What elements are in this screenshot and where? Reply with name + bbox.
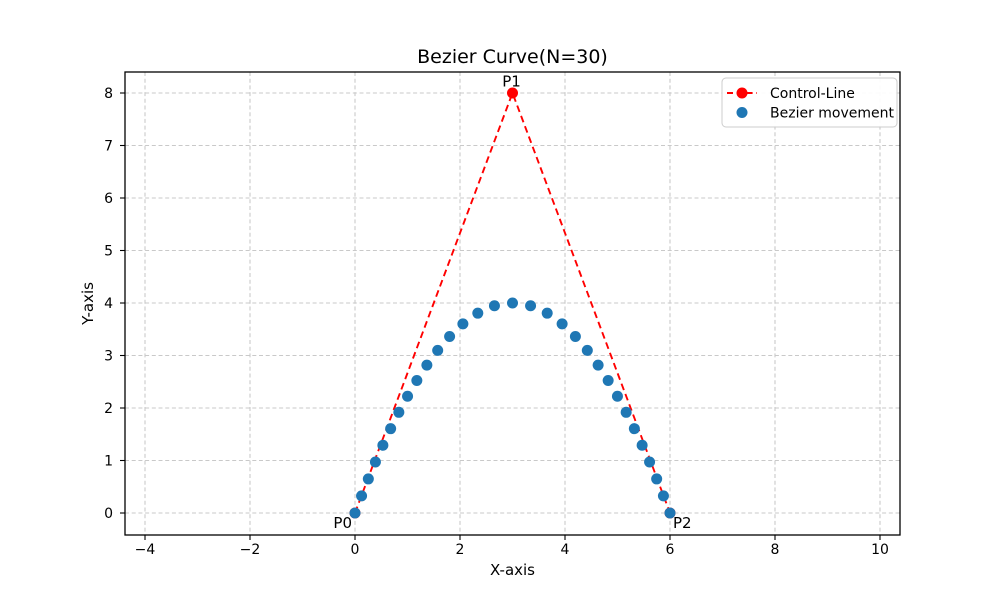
bezier-point <box>664 507 676 519</box>
annotation-layer: P0 P1 P2 <box>333 73 691 533</box>
y-tick-label: 1 <box>104 454 113 470</box>
bezier-point <box>377 439 389 451</box>
legend-bezier-marker <box>736 107 748 118</box>
bezier-point <box>488 300 500 312</box>
bezier-point <box>657 490 669 502</box>
bezier-point <box>444 330 456 342</box>
y-tick-label: 5 <box>104 244 113 260</box>
bezier-point <box>411 374 423 386</box>
y-tick-label: 6 <box>104 191 113 207</box>
bezier-point <box>457 318 469 330</box>
x-tick-label: 8 <box>771 542 780 558</box>
y-tick-label: 4 <box>104 296 113 312</box>
chart-title: Bezier Curve(N=30) <box>417 46 608 68</box>
legend-label-bezier-movement: Bezier movement <box>770 106 895 122</box>
tick-layer: −4 −2 0 2 4 6 8 10 0 1 2 3 4 5 6 7 8 <box>104 86 889 558</box>
x-tick-label: 2 <box>456 542 465 558</box>
bezier-point <box>507 297 518 309</box>
x-tick-label: 0 <box>351 542 360 558</box>
x-tick-label: 6 <box>666 542 675 558</box>
x-axis-label: X-axis <box>490 561 535 579</box>
x-tick-label: 4 <box>561 542 570 558</box>
legend-box <box>721 77 898 128</box>
bezier-point <box>592 359 604 371</box>
control-point-label-p2: P2 <box>673 514 692 532</box>
y-tick-label: 3 <box>104 349 113 365</box>
y-tick-label: 2 <box>104 401 113 417</box>
series-layer <box>349 87 676 519</box>
bezier-point <box>385 423 397 435</box>
x-tick-label: 10 <box>871 542 889 558</box>
bezier-point <box>432 344 444 356</box>
bezier-point <box>569 330 581 342</box>
bezier-point <box>472 307 484 319</box>
bezier-point <box>362 473 374 485</box>
bezier-point <box>628 423 640 435</box>
control-point-label-p1: P1 <box>502 73 521 91</box>
bezier-point <box>369 456 381 468</box>
legend: Control-Line Bezier movement <box>721 77 898 128</box>
legend-label-control-line: Control-Line <box>770 86 855 102</box>
legend-control-line-marker <box>736 87 748 99</box>
bezier-point <box>651 473 663 485</box>
bezier-point <box>611 390 623 402</box>
bezier-point <box>402 390 414 402</box>
y-tick-label: 8 <box>104 86 113 102</box>
x-tick-label: −4 <box>135 542 156 558</box>
bezier-point <box>421 359 433 371</box>
y-tick-label: 7 <box>104 139 113 155</box>
bezier-point <box>349 507 361 519</box>
x-tick-label: −2 <box>240 542 261 558</box>
bezier-point <box>356 490 368 502</box>
control-point-marker <box>507 87 518 99</box>
bezier-point <box>620 406 632 418</box>
bezier-point <box>644 456 656 468</box>
bezier-point <box>636 439 648 451</box>
bezier-point <box>556 318 568 330</box>
y-axis-label: Y-axis <box>79 282 97 326</box>
bezier-point <box>393 406 405 418</box>
bezier-point <box>602 374 614 386</box>
bezier-point <box>525 300 537 312</box>
bezier-point <box>581 344 593 356</box>
bezier-point <box>541 307 553 319</box>
control-line-path <box>354 90 671 514</box>
control-point-label-p0: P0 <box>333 514 352 532</box>
y-tick-label: 0 <box>104 506 113 522</box>
